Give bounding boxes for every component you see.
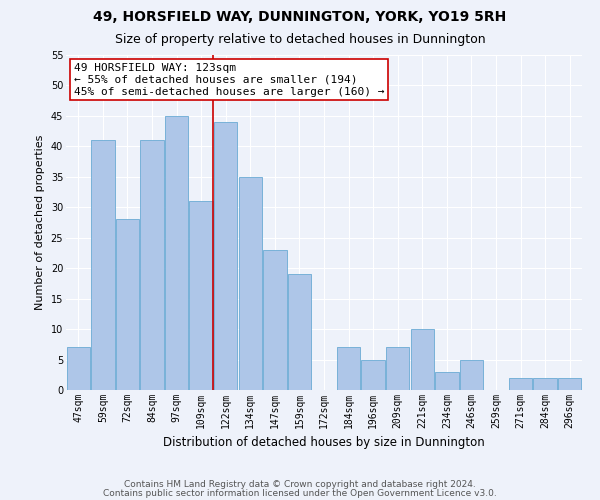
- Bar: [337, 348, 360, 390]
- X-axis label: Distribution of detached houses by size in Dunnington: Distribution of detached houses by size …: [163, 436, 485, 450]
- Bar: [263, 250, 287, 390]
- Bar: [533, 378, 557, 390]
- Bar: [386, 348, 409, 390]
- Text: 49 HORSFIELD WAY: 123sqm
← 55% of detached houses are smaller (194)
45% of semi-: 49 HORSFIELD WAY: 123sqm ← 55% of detach…: [74, 64, 384, 96]
- Bar: [91, 140, 115, 390]
- Bar: [239, 177, 262, 390]
- Bar: [190, 201, 213, 390]
- Text: Size of property relative to detached houses in Dunnington: Size of property relative to detached ho…: [115, 32, 485, 46]
- Bar: [214, 122, 238, 390]
- Text: Contains HM Land Registry data © Crown copyright and database right 2024.: Contains HM Land Registry data © Crown c…: [124, 480, 476, 489]
- Text: Contains public sector information licensed under the Open Government Licence v3: Contains public sector information licen…: [103, 489, 497, 498]
- Bar: [140, 140, 164, 390]
- Bar: [558, 378, 581, 390]
- Bar: [509, 378, 532, 390]
- Bar: [67, 348, 90, 390]
- Bar: [361, 360, 385, 390]
- Bar: [435, 372, 458, 390]
- Bar: [410, 329, 434, 390]
- Bar: [460, 360, 483, 390]
- Bar: [116, 220, 139, 390]
- Y-axis label: Number of detached properties: Number of detached properties: [35, 135, 45, 310]
- Text: 49, HORSFIELD WAY, DUNNINGTON, YORK, YO19 5RH: 49, HORSFIELD WAY, DUNNINGTON, YORK, YO1…: [94, 10, 506, 24]
- Bar: [288, 274, 311, 390]
- Bar: [165, 116, 188, 390]
